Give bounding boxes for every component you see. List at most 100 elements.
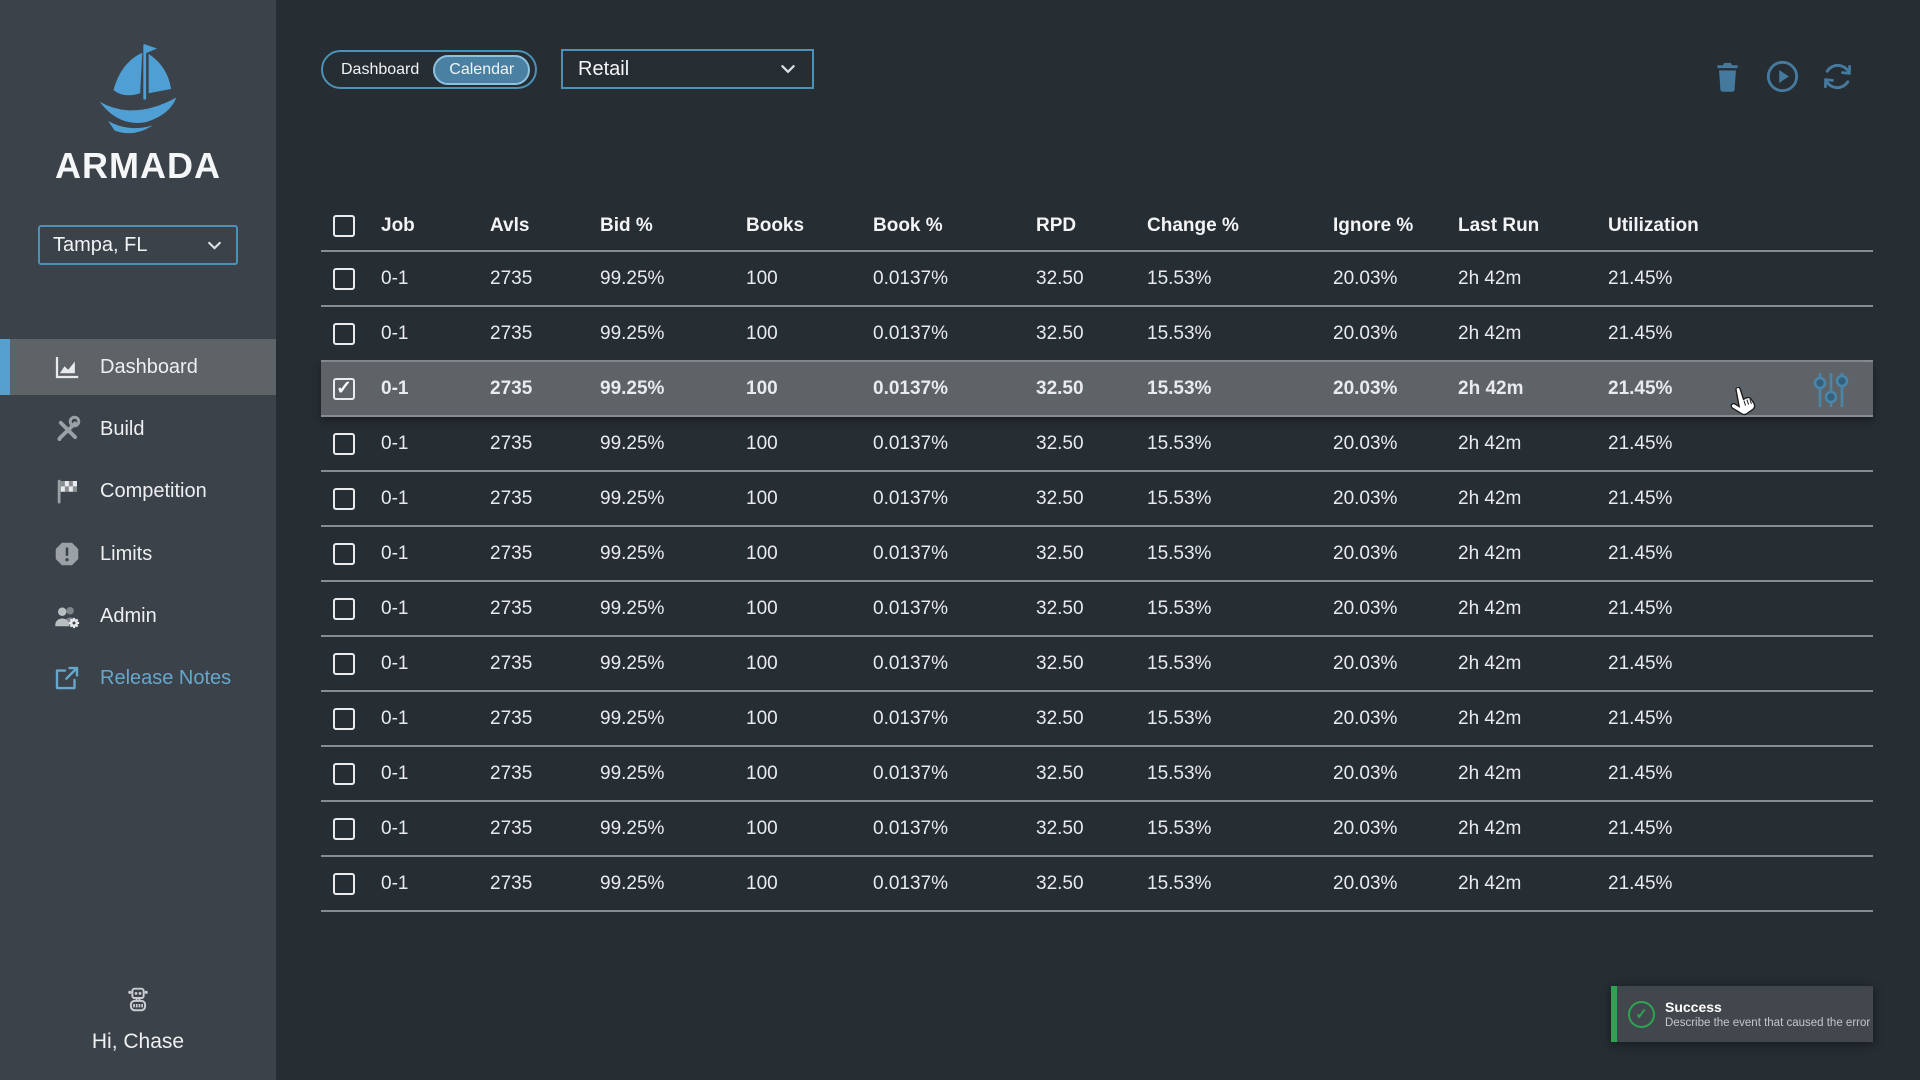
toggle-option-dashboard[interactable]: Dashboard: [341, 60, 420, 78]
cell-book_pct: 0.0137%: [873, 542, 949, 564]
cell-job: 0-1: [381, 707, 409, 729]
cell-avls: 2735: [490, 817, 533, 839]
cell-rpd: 32.50: [1036, 322, 1084, 344]
cell-book_pct: 0.0137%: [873, 322, 949, 344]
header-checkbox-cell: ✓: [321, 215, 381, 237]
cell-change_pct: 15.53%: [1147, 597, 1212, 619]
cell-avls: 2735: [490, 432, 533, 454]
row-checkbox[interactable]: ✓: [333, 817, 355, 840]
cell-avls: 2735: [490, 322, 533, 344]
cell-utilization: 21.45%: [1608, 487, 1673, 509]
row-checkbox[interactable]: ✓: [333, 432, 355, 455]
cell-job: 0-1: [381, 652, 409, 674]
row-checkbox[interactable]: ✓: [333, 872, 355, 895]
row-checkbox[interactable]: ✓: [333, 322, 355, 345]
table-row[interactable]: ✓ 0-1 2735 99.25% 100 0.0137% 32.50 15.53% 20.03…: [321, 692, 1873, 747]
row-checkbox[interactable]: ✓: [333, 597, 355, 620]
table-row[interactable]: ✓ 0-1 2735 99.25% 100 0.0137% 32.50 15.53% 20.03…: [321, 252, 1873, 307]
cell-book_pct: 0.0137%: [873, 267, 949, 289]
tools-icon: [57, 415, 81, 441]
cell-last_run: 2h 42m: [1458, 872, 1522, 894]
cell-bid_pct: 99.25%: [600, 542, 665, 564]
location-select[interactable]: Tampa, FL: [38, 225, 238, 265]
cell-utilization: 21.45%: [1608, 377, 1673, 399]
row-checkbox[interactable]: ✓: [333, 652, 355, 675]
table-row[interactable]: ✓ 0-1 2735 99.25% 100 0.0137% 32.50 15.53% 20.03…: [321, 527, 1873, 582]
cell-avls: 2735: [490, 762, 533, 784]
sidebar-item-release-notes[interactable]: Release Notes: [0, 650, 276, 706]
sliders-icon[interactable]: [1811, 371, 1851, 409]
user-area: Hi, Chase: [0, 985, 276, 1054]
cell-ignore_pct: 20.03%: [1333, 487, 1398, 509]
sidebar-item-competition[interactable]: Competition: [0, 463, 276, 519]
cell-rpd: 32.50: [1036, 762, 1084, 784]
toolbar-actions: [1710, 58, 1854, 94]
row-checkbox[interactable]: ✓: [333, 377, 355, 400]
cell-avls: 2735: [490, 542, 533, 564]
row-checkbox[interactable]: ✓: [333, 762, 355, 785]
cell-bid_pct: 99.25%: [600, 872, 665, 894]
toast-title: Success: [1665, 999, 1722, 1015]
category-select[interactable]: Retail: [561, 49, 814, 89]
check-icon: ✓: [336, 378, 352, 399]
cell-ignore_pct: 20.03%: [1333, 707, 1398, 729]
sidebar-item-build[interactable]: Build: [0, 401, 276, 457]
cell-books: 100: [746, 487, 778, 509]
row-checkbox[interactable]: ✓: [333, 487, 355, 510]
toggle-option-calendar[interactable]: Calendar: [433, 54, 531, 85]
sidebar: ARMADA Tampa, FL Dashboard Build: [0, 0, 276, 1080]
row-checkbox-cell: ✓: [321, 652, 381, 675]
sidebar-item-dashboard[interactable]: Dashboard: [0, 339, 276, 395]
cell-last_run: 2h 42m: [1458, 707, 1522, 729]
row-checkbox-cell: ✓: [321, 432, 381, 455]
delete-button[interactable]: [1710, 58, 1744, 94]
chevron-down-icon: [208, 241, 221, 250]
cell-job: 0-1: [381, 817, 409, 839]
row-checkbox[interactable]: ✓: [333, 707, 355, 730]
cell-ignore_pct: 20.03%: [1333, 322, 1398, 344]
cell-ignore_pct: 20.03%: [1333, 432, 1398, 454]
cell-job: 0-1: [381, 432, 409, 454]
table-row[interactable]: ✓ 0-1 2735 99.25% 100 0.0137% 32.50 15.53% 20.03…: [321, 472, 1873, 527]
row-checkbox[interactable]: ✓: [333, 267, 355, 290]
sidebar-item-admin[interactable]: Admin: [0, 588, 276, 644]
brand-title: ARMADA: [55, 145, 221, 186]
cell-utilization: 21.45%: [1608, 542, 1673, 564]
table-row[interactable]: ✓ 0-1 2735 99.25% 100 0.0137% 32.50 15.53% 20.03…: [321, 802, 1873, 857]
row-checkbox[interactable]: ✓: [333, 542, 355, 565]
sidebar-item-limits[interactable]: Limits: [0, 526, 276, 582]
users-gear-icon: [55, 607, 80, 629]
cell-books: 100: [746, 377, 778, 399]
column-header-job: Job: [381, 215, 415, 236]
table-row[interactable]: ✓ 0-1 2735 99.25% 100 0.0137% 32.50 15.53% 20.03…: [321, 307, 1873, 362]
cell-ignore_pct: 20.03%: [1333, 267, 1398, 289]
cell-avls: 2735: [490, 487, 533, 509]
cell-job: 0-1: [381, 267, 409, 289]
row-checkbox-cell: ✓: [321, 872, 381, 895]
cell-change_pct: 15.53%: [1147, 487, 1212, 509]
cell-job: 0-1: [381, 762, 409, 784]
table-row[interactable]: ✓ 0-1 2735 99.25% 100 0.0137% 32.50 15.53% 20.03…: [321, 857, 1873, 912]
select-all-checkbox[interactable]: ✓: [333, 215, 355, 237]
cell-books: 100: [746, 707, 778, 729]
cell-job: 0-1: [381, 872, 409, 894]
sidebar-item-label: Release Notes: [100, 666, 232, 689]
cell-books: 100: [746, 597, 778, 619]
sidebar-nav: Dashboard Build Competition: [0, 339, 276, 706]
cell-change_pct: 15.53%: [1147, 817, 1212, 839]
cell-rpd: 32.50: [1036, 707, 1084, 729]
cell-job: 0-1: [381, 322, 409, 344]
table-row[interactable]: ✓ 0-1 2735 99.25% 100 0.0137% 32.50 15.53% 20.03…: [321, 417, 1873, 472]
table-row[interactable]: ✓ 0-1 2735 99.25% 100 0.0137% 32.50 15.53% 20.03…: [321, 747, 1873, 802]
cell-rpd: 32.50: [1036, 542, 1084, 564]
table-row[interactable]: ✓ 0-1 2735 99.25% 100 0.0137% 32.50 15.53% 20.03…: [321, 637, 1873, 692]
cell-utilization: 21.45%: [1608, 707, 1673, 729]
refresh-button[interactable]: [1820, 58, 1854, 94]
cell-books: 100: [746, 872, 778, 894]
row-checkbox-cell: ✓: [321, 322, 381, 345]
table-row[interactable]: ✓ 0-1 2735 99.25% 100 0.0137% 32.50 15.53% 20.03…: [321, 582, 1873, 637]
run-button[interactable]: [1765, 58, 1799, 94]
table-row[interactable]: ✓ 0-1 2735 99.25% 100 0.0137% 32.50 15.53% 20.03…: [321, 362, 1873, 417]
cell-books: 100: [746, 652, 778, 674]
checkered-flag-icon: [57, 479, 77, 504]
